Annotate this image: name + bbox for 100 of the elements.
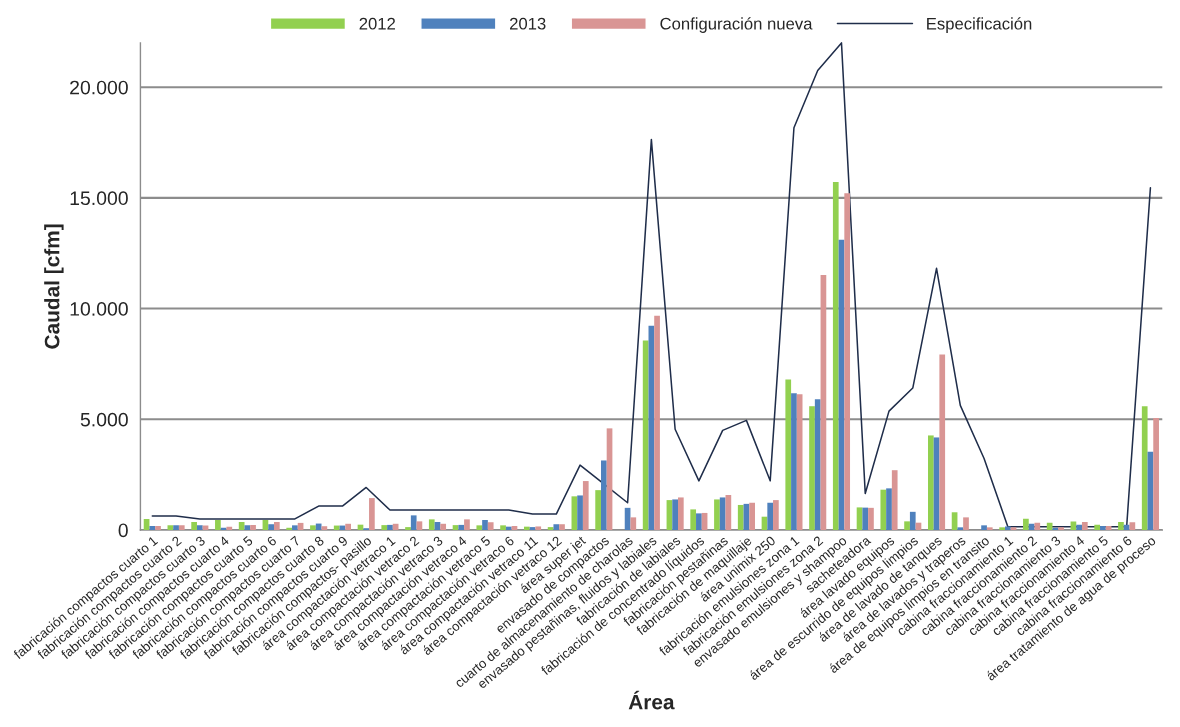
- bar: [785, 379, 792, 530]
- bar: [369, 498, 375, 530]
- bar: [595, 490, 601, 530]
- bar: [939, 354, 946, 530]
- bar: [333, 525, 340, 530]
- bar: [387, 524, 393, 530]
- bar: [981, 525, 987, 530]
- bar: [1004, 526, 1011, 530]
- bar: [886, 488, 892, 530]
- bar: [1094, 524, 1101, 530]
- bar: [862, 507, 869, 530]
- bar: [416, 521, 423, 530]
- bar: [500, 525, 506, 530]
- bar: [600, 460, 607, 530]
- bar: [1046, 522, 1053, 530]
- bar: [173, 525, 179, 530]
- bar: [167, 525, 174, 530]
- bar: [809, 406, 815, 530]
- bar: [690, 509, 697, 530]
- bar: [505, 526, 512, 530]
- bar: [654, 315, 660, 530]
- bar: [292, 525, 298, 530]
- bar: [986, 527, 993, 530]
- bar: [963, 517, 969, 530]
- bar: [630, 517, 637, 530]
- bar: [529, 527, 536, 530]
- bar: [273, 522, 280, 530]
- bar: [677, 497, 684, 530]
- bar: [196, 525, 203, 530]
- legend-label: 2013: [510, 17, 546, 30]
- bar: [191, 522, 197, 530]
- bar: [405, 527, 411, 530]
- bar: [696, 513, 702, 530]
- bar: [773, 500, 779, 530]
- bar: [642, 340, 649, 530]
- bar: [155, 526, 161, 530]
- bar: [482, 520, 488, 530]
- bar: [904, 521, 910, 530]
- bar: [1118, 522, 1124, 530]
- bar: [880, 489, 887, 530]
- bar: [909, 511, 916, 530]
- bar: [215, 520, 221, 530]
- bar: [791, 393, 797, 530]
- y-tick-label: 20.000: [70, 80, 128, 95]
- bar: [844, 193, 851, 530]
- bar: [547, 527, 554, 530]
- y-tick-label: 5.000: [80, 412, 128, 427]
- bar: [559, 524, 565, 530]
- line-series: [151, 42, 1152, 528]
- bar: [321, 526, 328, 530]
- bar: [523, 526, 530, 530]
- bar: [244, 525, 251, 530]
- bar: [714, 499, 720, 530]
- bar: [487, 522, 494, 530]
- bar: [345, 523, 351, 530]
- bar: [582, 481, 589, 530]
- bar: [1034, 522, 1041, 530]
- bar: [381, 525, 388, 530]
- bar: [1123, 524, 1130, 530]
- bar: [814, 399, 821, 530]
- x-axis-title: Área: [628, 690, 675, 710]
- bar: [1058, 527, 1064, 530]
- bar: [286, 527, 293, 530]
- bar: [719, 497, 726, 530]
- bar: [410, 515, 417, 530]
- bar: [458, 524, 465, 530]
- bar: [464, 519, 470, 530]
- bar: [1100, 526, 1106, 530]
- bar: [796, 394, 803, 530]
- bar: [149, 526, 156, 530]
- bar: [927, 435, 934, 530]
- bar: [1076, 524, 1082, 530]
- y-tick-label: 0: [118, 523, 128, 538]
- bar: [577, 495, 583, 530]
- bar: [672, 499, 678, 530]
- bar: [737, 504, 744, 530]
- bar: [999, 527, 1005, 530]
- bar: [553, 524, 560, 530]
- bar: [226, 526, 233, 530]
- bar: [268, 524, 274, 530]
- bar: [250, 524, 256, 530]
- legend-label: Especificación: [927, 17, 1032, 33]
- bar: [749, 502, 755, 530]
- y-tick-label: 15.000: [70, 191, 128, 206]
- bar: [428, 519, 435, 530]
- bar: [868, 507, 874, 530]
- y-axis-title: Caudal [cfm]: [44, 224, 64, 349]
- bar: [315, 523, 322, 530]
- legend-label: 2012: [359, 17, 395, 30]
- bar: [1023, 518, 1029, 530]
- bar: [1141, 406, 1148, 530]
- bar: [238, 522, 245, 530]
- bar: [310, 525, 316, 530]
- bar: [767, 502, 774, 530]
- bar: [178, 525, 185, 530]
- bar: [1153, 417, 1159, 530]
- bar: [476, 525, 483, 530]
- bar: [891, 470, 898, 530]
- y-tick-label: 10.000: [70, 302, 128, 316]
- bar: [440, 523, 447, 530]
